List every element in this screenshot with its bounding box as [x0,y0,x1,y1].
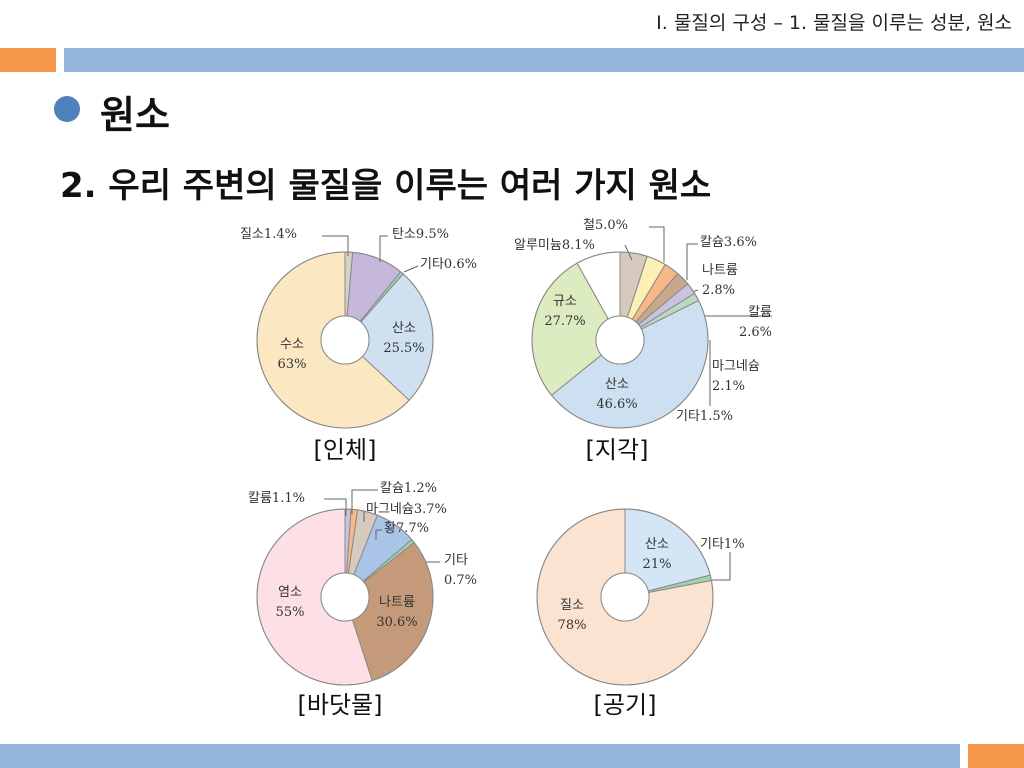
slice-label: 철5.0% [583,218,628,233]
leader-line [322,235,349,256]
pie-hole [595,315,645,365]
chart-caption: [공기] [594,691,657,719]
bullet-icon [54,96,80,122]
slice-label: 기타0.6% [420,257,477,272]
header-accent-blue [64,48,1024,72]
pie-charts: 질소1.4% 탄소9.5% 기타0.6% 산소 25.5% 수소 63% [인체] 철5.0% 칼… [240,218,772,719]
leader-line [686,243,698,280]
slice-label: 산소 46.6% [596,377,637,412]
leader-line [351,489,378,514]
leader-line [649,226,665,262]
pie-hole [320,572,370,622]
slice-label: 산소 25.5% [383,321,424,356]
chart-caption: [바닷물] [298,691,383,719]
slice-label: 마그네슘3.7% [366,502,447,517]
pie-outline [256,251,434,429]
slice-label: 기타1.5% [676,409,733,424]
slice-label: 칼슘3.6% [700,235,757,250]
page-subtitle: 2. 우리 주변의 물질을 이루는 여러 가지 원소 [60,166,712,206]
slice-label: 수소 63% [278,337,307,372]
pie-outline [256,508,434,686]
footer-accent-orange [968,744,1024,768]
slice-label: 기타 0.7% [444,553,477,588]
slice-label: 나트륨 2.8% [702,263,738,298]
slice-label: 규소 27.7% [544,294,585,329]
leader-line [712,552,731,581]
chart-caption: [인체] [314,436,377,464]
slice-label: 칼슘1.2% [380,481,437,496]
pie-hole [320,315,370,365]
chart-caption: [지각] [586,436,649,464]
slice-label: 산소 21% [643,537,672,572]
section-title: 원소 [100,93,170,137]
slice-label: 기타1% [700,537,745,552]
pie-outline [531,251,709,429]
slice-label: 질소 78% [558,598,587,633]
pie-hole [600,572,650,622]
slice-label: 나트륨 30.6% [376,595,417,630]
leader-line [379,235,388,262]
slice-label: 칼륨1.1% [248,491,305,506]
leader-line [324,498,347,516]
leader-line [375,529,382,540]
header-accent-orange [0,48,56,72]
slice-label: 탄소9.5% [392,227,449,242]
breadcrumb: Ⅰ. 물질의 구성 – 1. 물질을 이루는 성분, 원소 [656,12,1012,34]
footer-accent-blue [0,744,960,768]
slice-label: 질소1.4% [240,227,297,242]
slice-label: 알루미늄8.1% [514,238,595,253]
slice-label: 마그네슘 2.1% [712,359,760,394]
slice-label: 칼륨 2.6% [739,305,772,340]
slice-label: 염소 55% [276,585,305,620]
leader-line [403,265,419,273]
pie-outline [536,508,714,686]
